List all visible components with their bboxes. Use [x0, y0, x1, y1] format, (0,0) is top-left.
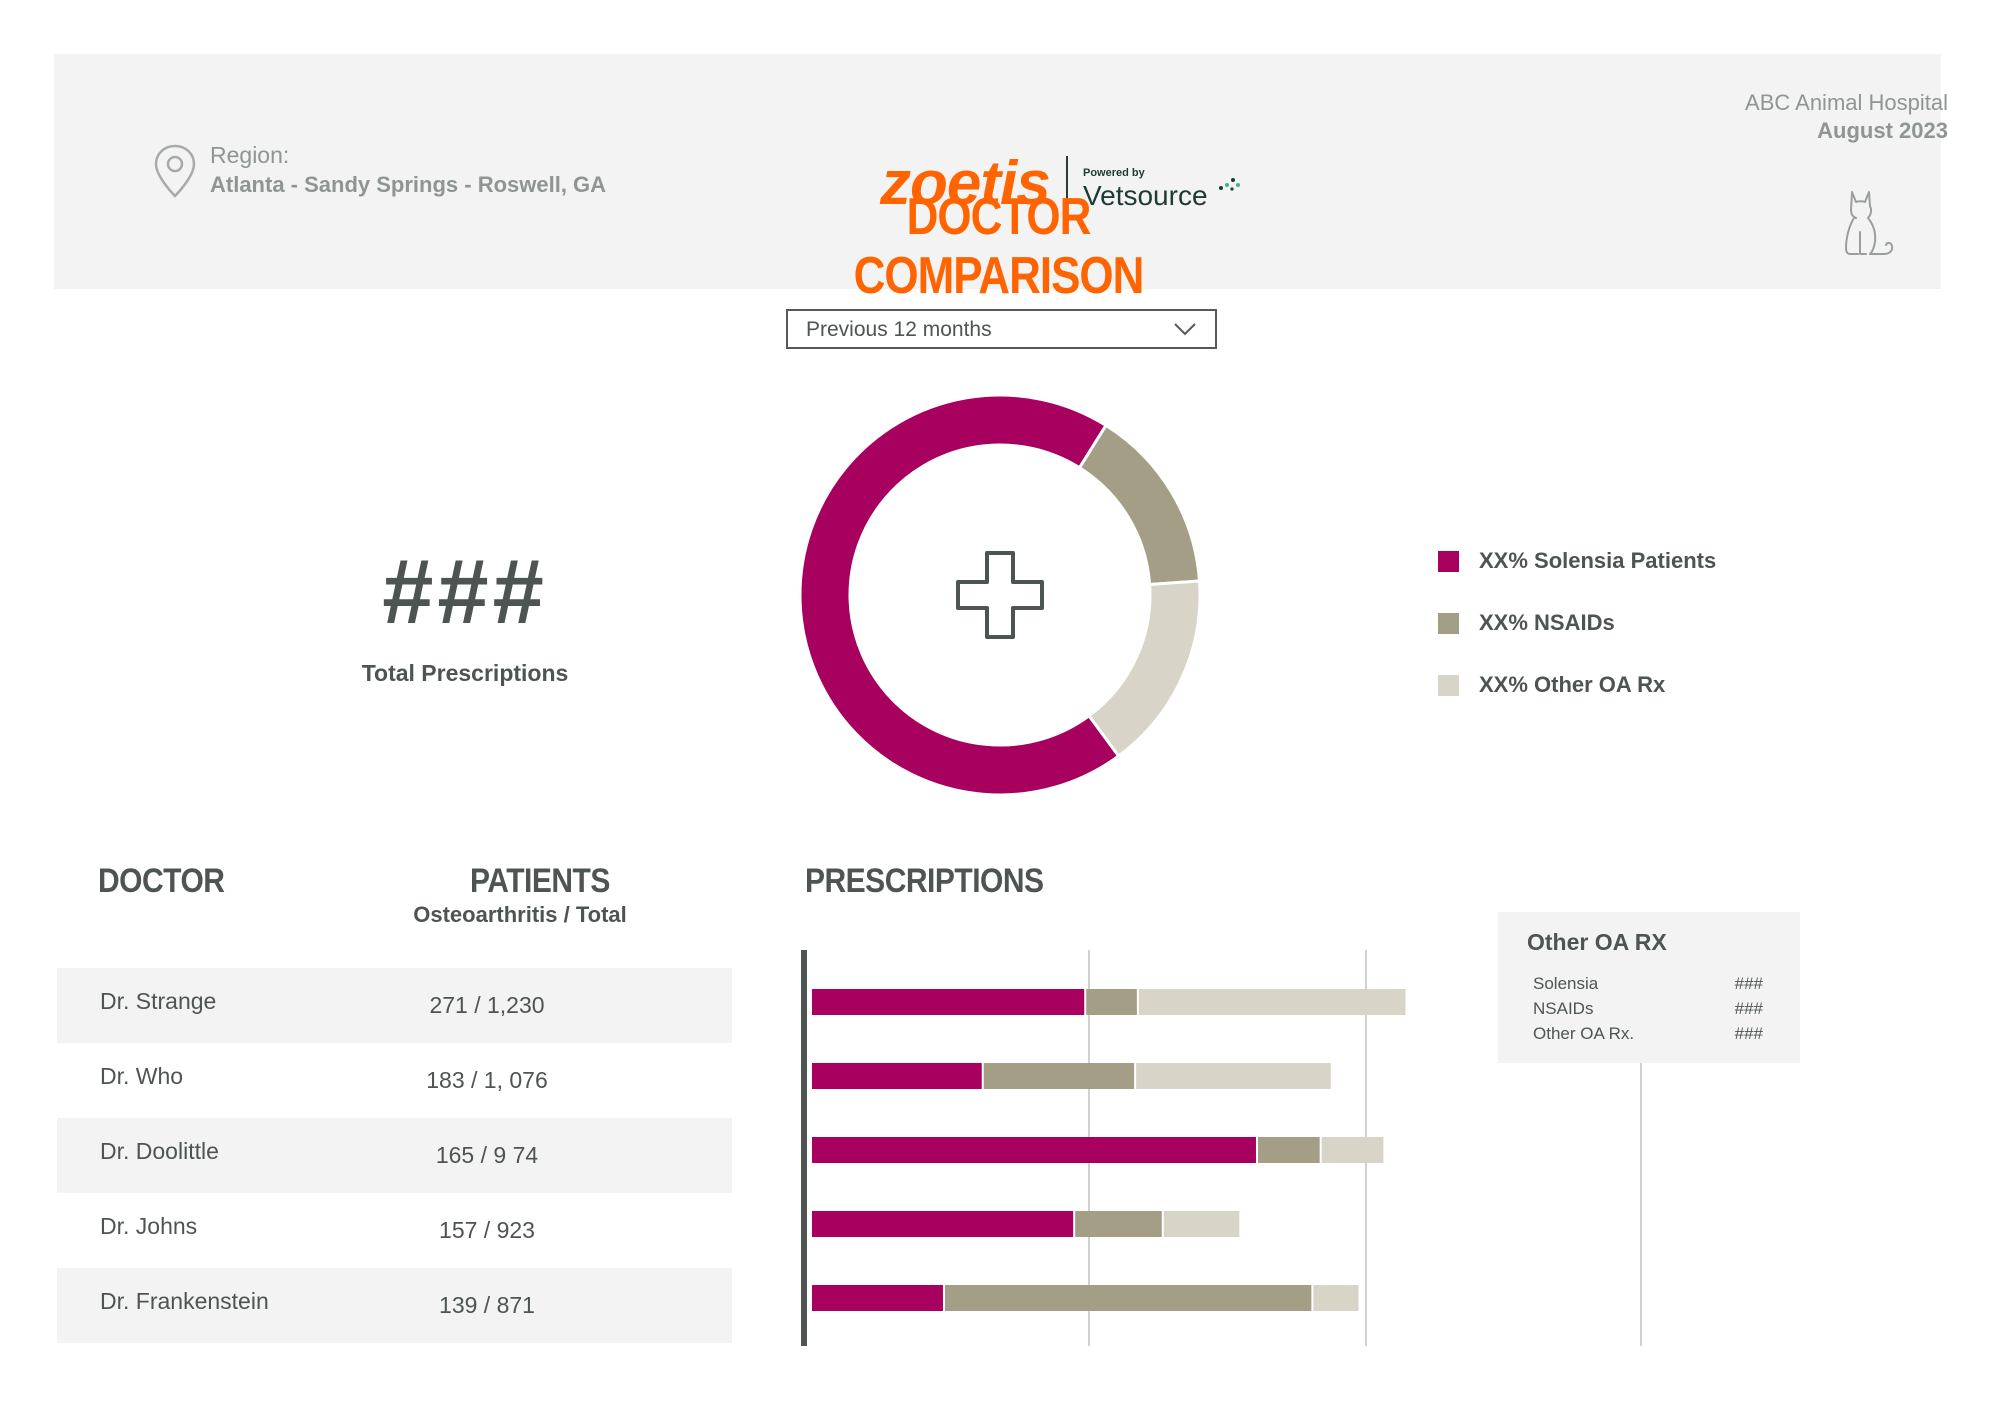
doctor-name: Dr. Who: [100, 1063, 184, 1089]
report-header: Region: Atlanta - Sandy Springs - Roswel…: [54, 54, 1941, 289]
medical-cross-icon: [956, 551, 1044, 639]
tooltip-value: ###: [1734, 999, 1763, 1018]
prescription-share-donut: [800, 395, 1200, 795]
tooltip-title: Other OA RX: [1527, 929, 1667, 955]
legend-swatch-nsaids: [1438, 613, 1459, 634]
prescriptions-bar-chart: [801, 950, 1406, 1346]
legend-swatch-other: [1438, 675, 1459, 696]
table-row: Dr. Frankenstein 139 / 871: [57, 1268, 732, 1343]
patients-column-subheader: Osteoarthritis / Total: [413, 902, 627, 927]
region-label: Region:: [210, 142, 290, 168]
period-dropdown[interactable]: Previous 12 months: [786, 309, 1217, 349]
period-selected-value: Previous 12 months: [806, 318, 992, 341]
patient-counts: 183 / 1, 076: [426, 1067, 548, 1093]
powered-by-text: Powered by: [1083, 167, 1145, 179]
tooltip-pointer-line: [1640, 1063, 1642, 1346]
bar-segment-nsaids[interactable]: [1257, 1137, 1320, 1163]
zoetis-logo-text: zoetis: [880, 149, 1051, 218]
legend-label-nsaids: XX% NSAIDs: [1479, 610, 1615, 635]
patient-counts: 157 / 923: [439, 1217, 535, 1243]
tooltip-label: Other OA Rx.: [1533, 1024, 1635, 1043]
legend-item-solensia: XX% Solensia Patients: [1438, 545, 1758, 575]
brand-logo: zoetis Powered by Vetsource: [880, 149, 1240, 220]
bar-segment-nsaids[interactable]: [983, 1063, 1135, 1089]
table-row: Dr. Who 183 / 1, 076: [57, 1043, 732, 1118]
doctor-column-header: DOCTOR: [98, 862, 225, 900]
donut-slice-solensia[interactable]: [800, 395, 1121, 795]
bar-segment-other[interactable]: [1163, 1211, 1240, 1237]
table-row: Dr. Johns 157 / 923: [57, 1193, 732, 1268]
legend-swatch-solensia: [1438, 551, 1459, 572]
bar-segment-other[interactable]: [1138, 989, 1406, 1015]
legend-label-solensia: XX% Solensia Patients: [1479, 548, 1717, 573]
table-row: Dr. Doolittle 165 / 9 74: [57, 1118, 732, 1193]
bar-segment-solensia[interactable]: [812, 1211, 1074, 1237]
vetsource-logo-text: Vetsource: [1083, 180, 1208, 211]
bar-segment-solensia[interactable]: [812, 989, 1085, 1015]
doctor-name: Dr. Strange: [100, 988, 217, 1014]
vetsource-dots-icon: [1219, 178, 1240, 191]
cat-icon: [1845, 191, 1894, 255]
doctor-name: Dr. Johns: [100, 1213, 198, 1239]
location-pin-icon: [154, 144, 196, 198]
legend-item-nsaids: XX% NSAIDs: [1438, 607, 1758, 637]
hospital-name: ABC Animal Hospital: [1745, 90, 1948, 115]
patients-column-header: PATIENTS: [470, 862, 610, 900]
tooltip-value: ###: [1734, 974, 1763, 993]
report-month: August 2023: [1817, 118, 1948, 143]
bar-segment-solensia[interactable]: [812, 1285, 943, 1311]
doctor-name: Dr. Doolittle: [100, 1138, 219, 1164]
other-oa-tooltip: Other OA RX Solensia ### NSAIDs ### Othe…: [1498, 912, 1800, 1063]
patient-counts: 165 / 9 74: [435, 1142, 539, 1168]
page-title: DOCTOR COMPARISON: [853, 188, 1145, 305]
bar-segment-other[interactable]: [1136, 1063, 1331, 1089]
chevron-down-icon: [1174, 323, 1196, 336]
donut-slice-other[interactable]: [1086, 579, 1200, 759]
bar-segment-nsaids[interactable]: [1075, 1211, 1162, 1237]
bar-segment-solensia[interactable]: [812, 1063, 982, 1089]
total-prescriptions-value: ###: [382, 541, 548, 643]
logo-divider: [1066, 156, 1068, 216]
bar-segment-other[interactable]: [1313, 1285, 1359, 1311]
tooltip-label: Solensia: [1533, 974, 1599, 993]
tooltip-value: ###: [1734, 1024, 1763, 1043]
prescriptions-column-header: PRESCRIPTIONS: [805, 862, 1044, 900]
bar-segment-solensia[interactable]: [812, 1137, 1256, 1163]
total-prescriptions-label: Total Prescriptions: [361, 660, 569, 686]
region-value: Atlanta - Sandy Springs - Roswell, GA: [210, 172, 607, 197]
bar-segment-nsaids[interactable]: [944, 1285, 1312, 1311]
legend-item-other: XX% Other OA Rx: [1438, 669, 1758, 699]
donut-slice-nsaids[interactable]: [1077, 423, 1200, 587]
legend-label-other: XX% Other OA Rx: [1479, 672, 1666, 697]
patient-counts: 271 / 1,230: [429, 992, 545, 1018]
patient-counts: 139 / 871: [439, 1292, 535, 1318]
doctor-name: Dr. Frankenstein: [100, 1288, 269, 1314]
table-row: Dr. Strange 271 / 1,230: [57, 968, 732, 1043]
bar-segment-other[interactable]: [1321, 1137, 1384, 1163]
tooltip-label: NSAIDs: [1533, 999, 1594, 1018]
bar-segment-nsaids[interactable]: [1086, 989, 1137, 1015]
